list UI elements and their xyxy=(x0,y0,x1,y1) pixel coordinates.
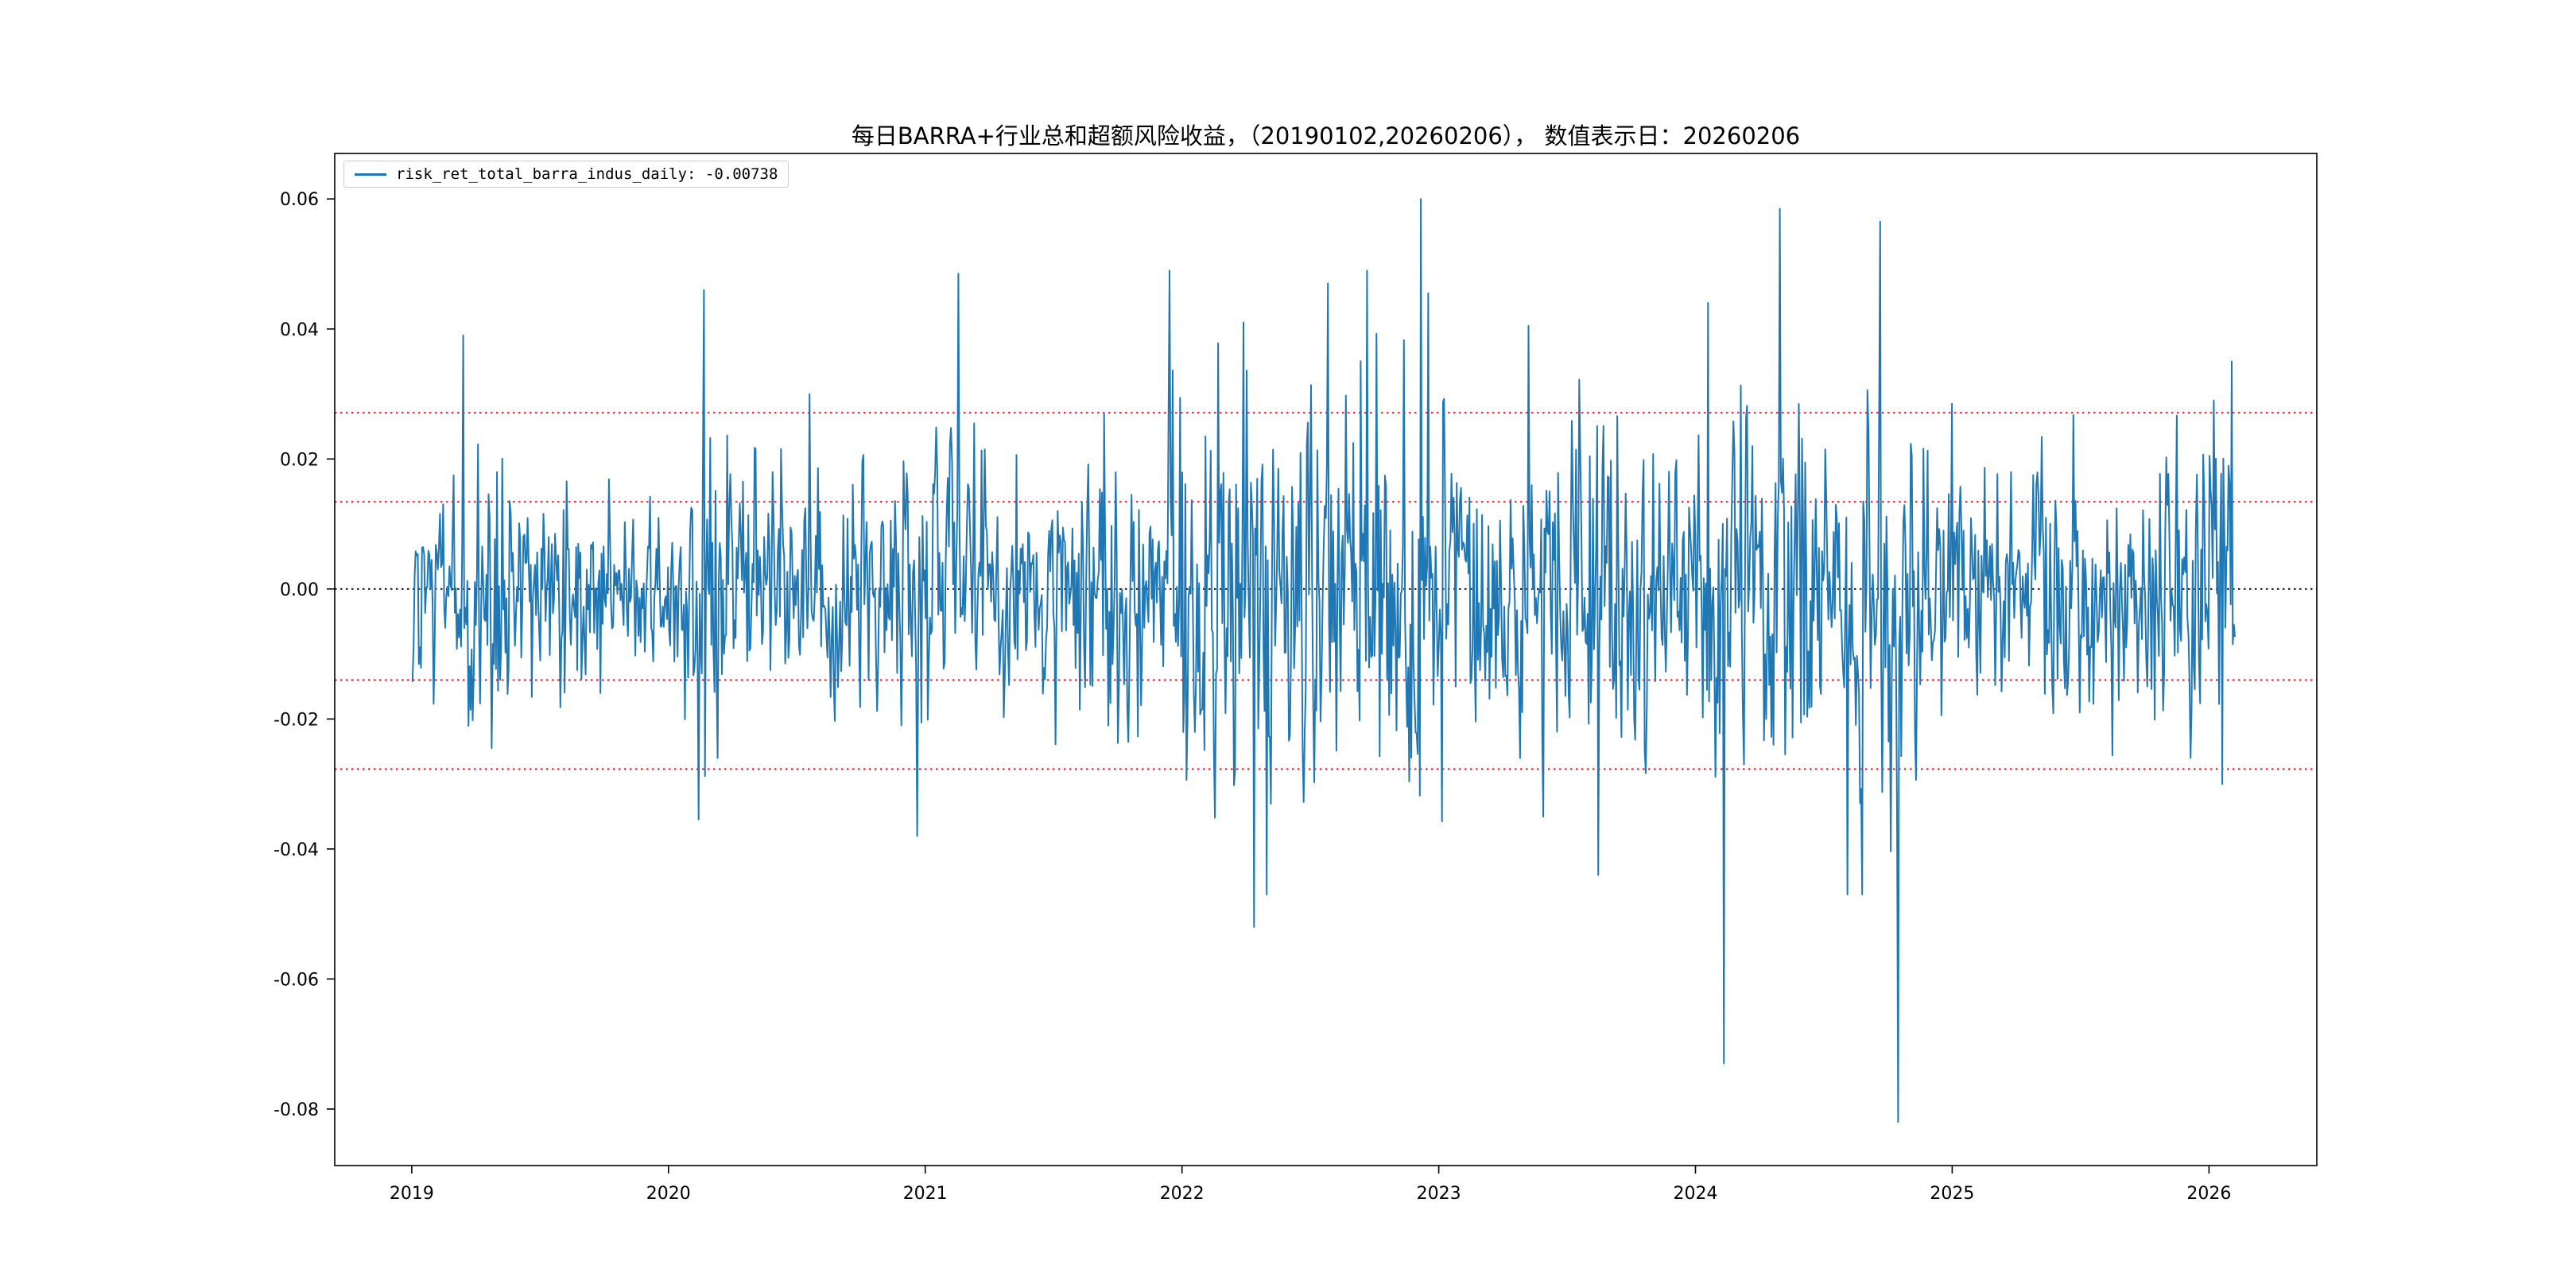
y-tick-label: 0.06 xyxy=(280,190,319,210)
legend: risk_ret_total_barra_indus_daily: -0.007… xyxy=(343,161,789,188)
y-tick-label: 0.04 xyxy=(280,320,319,340)
y-tick-label: -0.06 xyxy=(274,970,319,990)
legend-label: risk_ret_total_barra_indus_daily: -0.007… xyxy=(396,165,778,183)
series-line xyxy=(411,198,2236,1123)
x-tick-label: 2023 xyxy=(1417,1184,1461,1204)
x-tick-label: 2020 xyxy=(646,1184,691,1204)
y-tick-label: 0.02 xyxy=(280,450,319,470)
x-tick-label: 2022 xyxy=(1160,1184,1205,1204)
x-tick-label: 2024 xyxy=(1674,1184,1718,1204)
x-tick-label: 2026 xyxy=(2186,1184,2231,1204)
chart-title: 每日BARRA+行业总和超额风险收益，（20190102,20260206）， … xyxy=(851,122,1801,149)
y-tick-label: -0.04 xyxy=(274,840,319,860)
axes-frame xyxy=(334,153,2318,1166)
y-tick-label: -0.08 xyxy=(274,1100,319,1120)
x-tick-label: 2019 xyxy=(390,1184,434,1204)
x-tick-label: 2021 xyxy=(903,1184,948,1204)
y-tick-label: 0.00 xyxy=(280,580,319,600)
y-tick-label: -0.02 xyxy=(274,710,319,730)
x-tick-label: 2025 xyxy=(1930,1184,1974,1204)
legend-line-sample xyxy=(355,173,386,176)
